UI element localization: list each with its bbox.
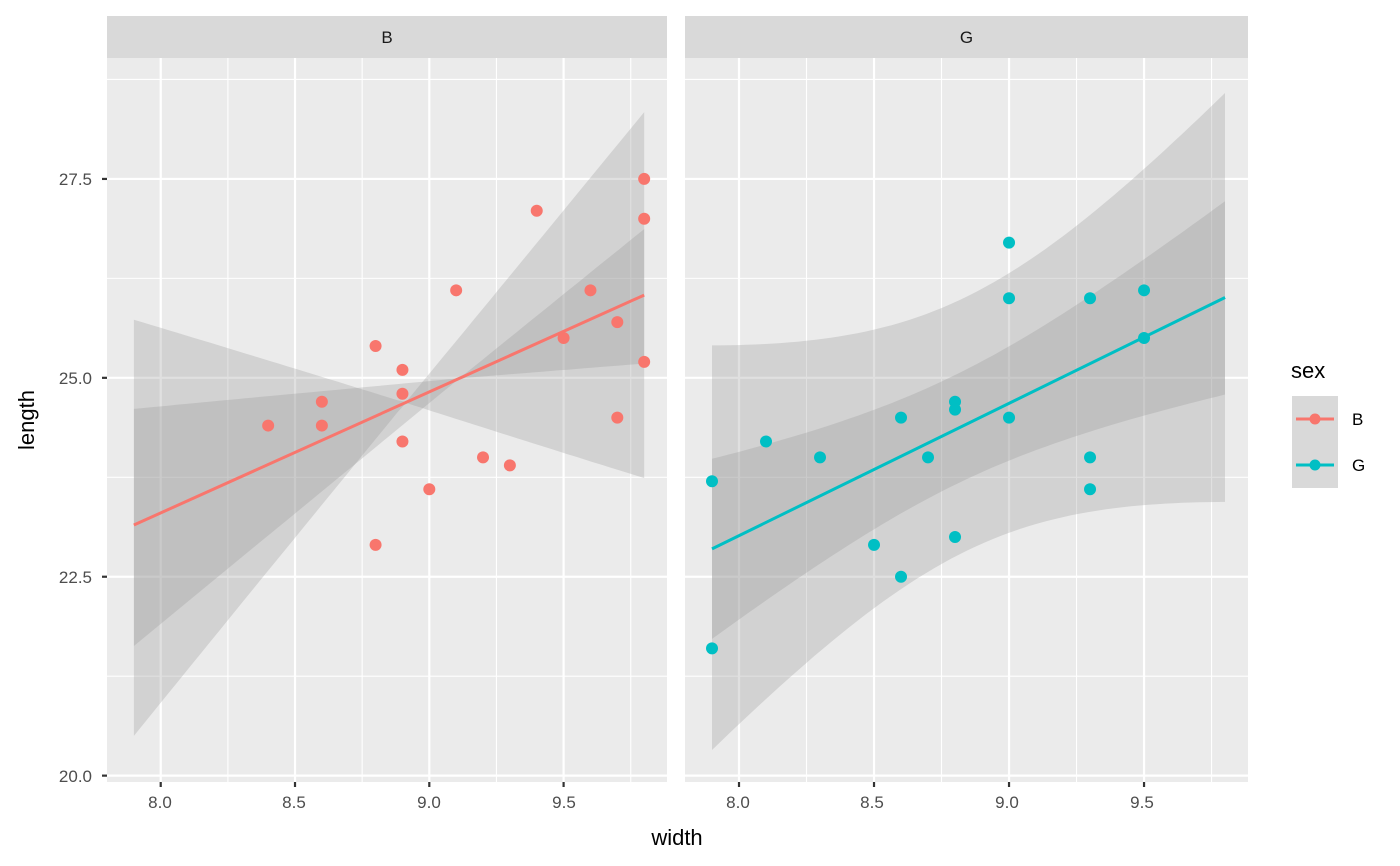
legend-title: sex [1291,358,1325,383]
data-point [922,451,935,464]
data-point [450,284,463,297]
x-axis-panel-b: 8.0 8.5 9.0 9.5 [148,793,576,812]
legend: sex B G [1291,358,1365,488]
legend-entry-b[interactable]: B [1296,410,1363,429]
data-point [638,172,651,185]
panel-b: B [107,16,667,782]
data-point [895,570,908,583]
panel-g: G [685,16,1248,782]
regression-line [133,293,645,527]
legend-entry-g[interactable]: G [1296,456,1365,475]
facet-strip-label: B [381,28,392,47]
data-point [760,435,773,448]
data-point [611,411,624,424]
data-point [1003,411,1016,424]
data-point [423,483,436,496]
data-point [1084,292,1097,305]
x-axis-title: width [650,825,702,850]
x-tick-label: 8.5 [860,793,884,812]
data-point [638,355,651,368]
data-point [814,451,827,464]
data-point [396,363,409,376]
data-point [949,530,962,543]
data-point [262,419,275,432]
x-axis-panel-g: 8.0 8.5 9.0 9.5 [726,793,1154,812]
data-point [369,538,382,551]
x-tick-label: 9.5 [1130,793,1154,812]
data-point [315,395,328,408]
x-tick-label: 9.5 [552,793,576,812]
data-point [949,403,962,416]
data-point [1084,451,1097,464]
facet-strip-label: G [960,28,973,47]
y-axis: 27.5 25.0 22.5 20.0 [59,170,92,786]
data-point [557,332,570,345]
x-tick-label: 9.0 [417,793,441,812]
y-tick-label: 20.0 [59,767,92,786]
facet-strip [685,16,1248,58]
data-point [895,411,908,424]
data-point [706,642,719,655]
data-point [1138,284,1151,297]
x-tick-label: 8.0 [148,793,172,812]
data-point [584,284,597,297]
y-axis-title: length [14,390,39,450]
y-tick-label: 22.5 [59,568,92,587]
prediction-ribbon [133,112,645,736]
data-point [396,435,409,448]
data-point [369,340,382,353]
x-tick-label: 9.0 [995,793,1019,812]
data-point [315,419,328,432]
data-point [706,475,719,488]
data-point [1138,332,1151,345]
y-tick-label: 25.0 [59,369,92,388]
legend-key-point [1309,459,1321,471]
confidence-ribbon [133,229,645,646]
data-point [638,212,651,225]
legend-label: B [1352,410,1363,429]
x-tick-label: 8.5 [282,793,306,812]
x-tick-label: 8.0 [726,793,750,812]
legend-key-point [1309,413,1321,425]
data-point [477,451,490,464]
data-point [1084,483,1097,496]
facet-strip [107,16,667,58]
legend-key-bg [1292,396,1338,488]
data-point [868,538,881,551]
y-tick-label: 27.5 [59,170,92,189]
data-point [611,316,624,329]
data-point [503,459,516,472]
prediction-ribbon [712,93,1225,750]
legend-label: G [1352,456,1365,475]
data-point [1003,236,1016,249]
data-point [530,204,543,217]
data-point [396,387,409,400]
data-point [1003,292,1016,305]
confidence-ribbon [712,201,1225,639]
